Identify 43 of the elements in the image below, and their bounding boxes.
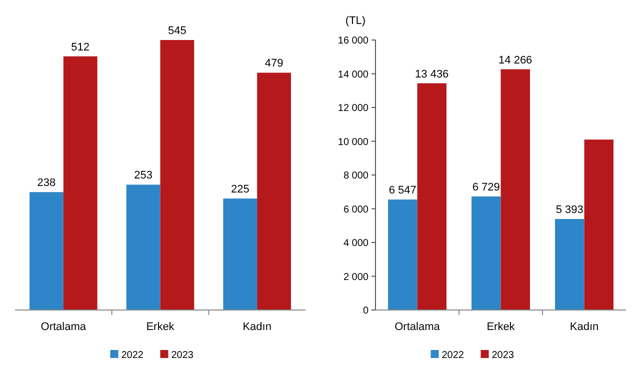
data-label: 225 — [230, 184, 250, 196]
y-tick-label: 10 000 — [338, 136, 369, 148]
legend-label: 2023 — [492, 350, 514, 361]
x-tick-label: Ortalama — [40, 321, 87, 333]
bar — [584, 140, 614, 310]
y-tick-label: 2 000 — [343, 272, 369, 283]
data-label: 13 436 — [415, 68, 449, 80]
y-tick-label: 4 000 — [343, 238, 369, 249]
legend-label: 2022 — [121, 350, 144, 361]
y-tick-label: 14 000 — [338, 69, 369, 80]
data-label: 6 729 — [472, 181, 500, 194]
bar — [388, 200, 418, 310]
y-tick-label: 0 — [362, 306, 369, 316]
legend-label: 2022 — [442, 350, 464, 361]
bar — [126, 184, 160, 310]
y-tick-label: 8 000 — [343, 170, 369, 182]
data-label: 545 — [168, 25, 186, 37]
bar — [257, 72, 291, 310]
bar — [160, 40, 194, 310]
x-tick-label: Erkek — [486, 321, 516, 333]
data-label: 6 547 — [388, 184, 416, 197]
data-label: 238 — [37, 177, 56, 190]
data-label: 479 — [264, 58, 284, 70]
y-tick-label: 12 000 — [338, 103, 369, 114]
bar — [30, 192, 64, 310]
data-label: 5 393 — [556, 204, 584, 216]
y-tick-label: 6 000 — [343, 204, 369, 216]
y-axis-title: (TL) — [345, 15, 366, 27]
x-tick-label: Kadın — [242, 321, 272, 333]
bar — [472, 196, 501, 310]
x-tick-label: Kadın — [570, 321, 599, 333]
y-tick-label: 16 000 — [338, 36, 369, 46]
data-label: 253 — [134, 170, 152, 182]
bar — [555, 218, 584, 310]
bar — [63, 56, 98, 310]
x-tick-label: Erkek — [146, 321, 175, 333]
bar — [223, 198, 258, 310]
bar — [417, 83, 446, 310]
legend-label: 2023 — [171, 350, 194, 361]
data-label: 14 266 — [498, 54, 532, 66]
bar — [500, 69, 530, 310]
data-label: 512 — [71, 41, 90, 54]
x-tick-label: Ortalama — [394, 321, 441, 333]
